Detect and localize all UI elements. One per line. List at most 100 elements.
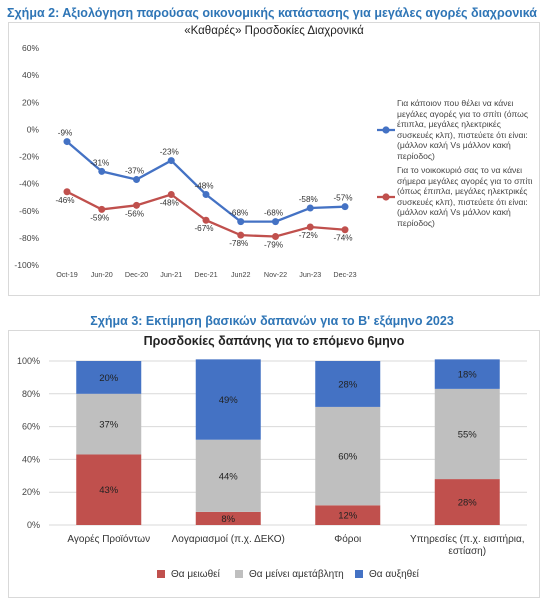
x-tick-label: Oct-19 bbox=[56, 270, 78, 279]
bar-value-label: 60% bbox=[338, 452, 358, 463]
data-label: -79% bbox=[264, 241, 283, 250]
bar-value-label: 43% bbox=[99, 485, 119, 496]
legend-item-same: Θα μείνει αμετάβλητη bbox=[235, 569, 344, 580]
bar-segment bbox=[315, 406, 381, 506]
data-label: -68% bbox=[229, 209, 248, 218]
legend-label-same: Θα μείνει αμετάβλητη bbox=[249, 569, 344, 580]
y-tick-label: -100% bbox=[14, 260, 39, 270]
line-chart-subtitle: «Καθαρές» Προσδοκίες Διαχρονικά bbox=[184, 25, 364, 37]
category-label: εστίαση) bbox=[448, 545, 486, 557]
legend-item-increase: Θα αυξηθεί bbox=[355, 569, 419, 580]
data-point bbox=[237, 231, 245, 239]
data-point bbox=[272, 218, 279, 226]
data-point bbox=[306, 223, 314, 231]
bar-segment bbox=[315, 361, 381, 407]
bar-value-label: 28% bbox=[458, 498, 478, 509]
category-label: Αγορές Προϊόντων bbox=[67, 533, 150, 545]
data-point bbox=[133, 201, 140, 209]
data-point bbox=[98, 167, 106, 175]
bar-segment bbox=[195, 511, 261, 525]
data-label: -72% bbox=[299, 231, 318, 240]
data-label: -23% bbox=[160, 148, 179, 157]
bar-value-label: 8% bbox=[221, 514, 235, 525]
legend-item-decrease: Θα μειωθεί bbox=[157, 569, 220, 580]
data-label: -56% bbox=[125, 209, 144, 218]
line-chart-panel: «Καθαρές» Προσδοκίες Διαχρονικά 60% 40% 20… bbox=[8, 22, 540, 296]
y-tick-label: 0% bbox=[27, 520, 40, 530]
y-tick-label: 80% bbox=[22, 389, 40, 399]
data-point bbox=[237, 218, 245, 226]
data-label: -37% bbox=[125, 167, 144, 176]
bar-segment bbox=[195, 439, 261, 512]
data-point bbox=[98, 205, 106, 213]
bar-value-label: 37% bbox=[99, 420, 119, 431]
x-tick-label: Dec-20 bbox=[125, 270, 148, 279]
data-label: -67% bbox=[194, 224, 213, 233]
legend-label-blue: Για κάποιον που θέλει να κάνει μεγάλες α… bbox=[397, 98, 529, 161]
x-tick-label: Dec-21 bbox=[194, 270, 217, 279]
legend-swatch-same bbox=[235, 570, 243, 579]
y-tick-label: -40% bbox=[19, 179, 39, 189]
bar-segment bbox=[195, 359, 261, 440]
data-label: -68% bbox=[264, 209, 283, 218]
y-tick-label: 60% bbox=[22, 422, 40, 432]
data-label: -31% bbox=[90, 158, 109, 167]
bar-segment bbox=[76, 361, 142, 394]
data-label: -48% bbox=[194, 181, 213, 190]
bar-value-label: 44% bbox=[219, 471, 239, 482]
data-label: -48% bbox=[160, 198, 179, 207]
data-point bbox=[202, 190, 210, 198]
y-tick-label: 40% bbox=[22, 70, 39, 80]
legend-marker-blue bbox=[377, 126, 395, 134]
legend-label-red: Για το νοικοκυριό σας το να κάνει σήμερα… bbox=[397, 165, 533, 228]
bar-value-label: 28% bbox=[338, 379, 358, 390]
x-tick-label: Dec-23 bbox=[333, 270, 356, 279]
y-tick-label: -80% bbox=[19, 233, 39, 243]
data-label: -9% bbox=[58, 129, 73, 138]
data-point bbox=[306, 204, 314, 212]
bar-value-label: 18% bbox=[458, 370, 478, 381]
bar-segment bbox=[76, 393, 142, 455]
legend-label-increase: Θα αυξηθεί bbox=[369, 569, 419, 580]
bar-value-label: 20% bbox=[99, 373, 119, 384]
legend-swatch-decrease bbox=[157, 570, 165, 579]
bar-value-label: 12% bbox=[338, 511, 358, 522]
bar-value-label: 55% bbox=[458, 429, 478, 440]
figure-2-title: Σχήμα 2: Αξιολόγηση παρούσας οικονομικής… bbox=[6, 6, 537, 20]
y-tick-label: -60% bbox=[19, 206, 39, 216]
data-label: -57% bbox=[333, 194, 352, 203]
line-chart: 60% 40% 20% 0% -20% -40% -60% -80% -100% Oct-19 Ju… bbox=[14, 43, 356, 279]
data-label: -46% bbox=[55, 196, 74, 205]
y-tick-label: 20% bbox=[22, 97, 39, 107]
legend-label-decrease: Θα μειωθεί bbox=[171, 569, 220, 580]
category-label: Φόροι bbox=[334, 533, 361, 545]
bar-value-label: 49% bbox=[219, 395, 239, 406]
data-label: -58% bbox=[299, 195, 318, 204]
data-label: -59% bbox=[90, 213, 109, 222]
data-point bbox=[341, 226, 349, 234]
x-tick-label: Jun-23 bbox=[299, 270, 321, 279]
bar-segment bbox=[315, 505, 381, 525]
category-label: Λογαριασμοί (π.χ. ΔΕΚΟ) bbox=[172, 533, 285, 545]
bar-chart-subtitle: Προσδοκίες δαπάνης για το επόμενο 6μηνο bbox=[143, 334, 405, 348]
x-tick-label: Jun22 bbox=[231, 270, 251, 279]
data-point bbox=[167, 157, 175, 165]
bar-segment bbox=[434, 388, 500, 480]
x-tick-label: Jun-21 bbox=[160, 270, 182, 279]
bar-segment bbox=[434, 359, 500, 389]
category-label: Υπηρεσίες (π.χ. εισιτήρια, bbox=[410, 533, 525, 545]
legend-marker-red bbox=[377, 193, 395, 201]
y-tick-label: 60% bbox=[22, 43, 39, 53]
bar-segment bbox=[76, 454, 142, 525]
y-tick-label: 40% bbox=[22, 454, 40, 464]
bar-segment bbox=[434, 479, 500, 525]
data-point bbox=[133, 176, 140, 184]
data-label: -78% bbox=[229, 239, 248, 248]
y-tick-label: -20% bbox=[19, 152, 39, 162]
x-tick-label: Jun-20 bbox=[91, 270, 113, 279]
stacked-bar-chart: 0% 20% 40% 60% 80% 100% 43% 37% 20% Αγορές Προϊόν… bbox=[17, 356, 527, 557]
data-label: -74% bbox=[333, 234, 352, 243]
legend-swatch-increase bbox=[355, 570, 363, 579]
data-point bbox=[202, 216, 210, 224]
bar-chart-panel: Προσδοκίες δαπάνης για το επόμενο 6μηνο … bbox=[8, 330, 540, 598]
